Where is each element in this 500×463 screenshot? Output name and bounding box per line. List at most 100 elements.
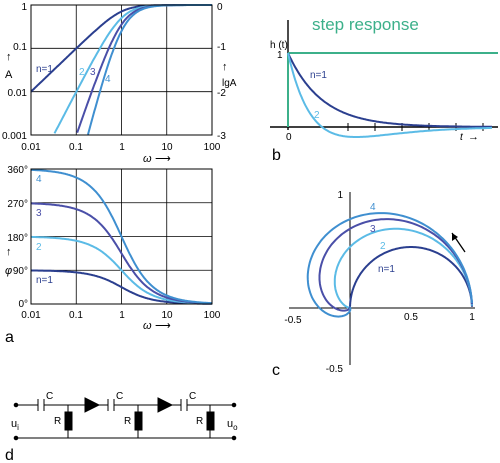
amp-right-tick: -3 <box>217 131 226 142</box>
phase-x-arrow: ⟶ <box>155 320 171 332</box>
resistor-label: R <box>124 416 131 427</box>
amp-right-tick: -1 <box>217 42 226 53</box>
panel-letter-b: b <box>272 147 281 164</box>
amplitude-plot: 0.01 0.1 1 10 100 1 0.1 0.01 0.001 0 -1 … <box>2 2 237 165</box>
amp-x-tick: 100 <box>204 142 221 153</box>
amp-right-label: lgA <box>222 78 237 89</box>
rc-circuit-labels: C C C R R R ui uo d <box>5 391 238 463</box>
amplitude-frame <box>30 4 213 136</box>
amp-right-tick: 0 <box>217 2 223 13</box>
phase-frame <box>30 168 213 305</box>
panel-letter-a: a <box>5 329 14 346</box>
nyquist-curve-label-4: 4 <box>370 202 376 213</box>
capacitor-2 <box>107 399 115 411</box>
step-x-tick: 0 <box>286 132 292 143</box>
nyquist-curve-2 <box>333 227 473 309</box>
step-title: step response <box>312 15 419 34</box>
step-curve-n1 <box>287 52 492 128</box>
phase-y-tick: 180° <box>7 233 28 244</box>
step-response-plot: step response h (t) 1 0 t → n=1 2 b <box>270 15 498 164</box>
capacitor-3 <box>180 399 188 411</box>
amp-curve-label-n1: n=1 <box>36 64 53 75</box>
phase-curve-n1 <box>31 269 212 305</box>
amp-x-tick: 0.1 <box>69 142 83 153</box>
phase-y-label: φ <box>5 265 12 277</box>
amp-curve-4 <box>87 4 212 135</box>
nyquist-tick-x-right: 1 <box>469 312 475 323</box>
step-curves <box>287 52 498 138</box>
step-y-label: h (t) <box>270 40 288 51</box>
phase-curve-label-2: 2 <box>36 242 42 253</box>
phase-x-tick: 0.1 <box>69 310 83 321</box>
amp-curve-label-2: 2 <box>79 67 85 78</box>
direction-arrow <box>451 232 466 253</box>
amp-x-tick: 10 <box>161 142 173 153</box>
buffer-amplifier-1 <box>84 397 101 413</box>
amplitude-grid <box>31 5 212 135</box>
capacitor-1 <box>37 399 45 411</box>
phase-curve-label-4: 4 <box>36 174 42 185</box>
step-t-arrow: → <box>468 131 479 143</box>
input-voltage-label: ui <box>11 418 19 432</box>
phase-y-tick: 90° <box>13 266 28 277</box>
capacitor-label: C <box>189 391 196 402</box>
phase-x-tick: 100 <box>204 310 221 321</box>
nyquist-tick-x-mid: 0.5 <box>404 312 418 323</box>
phase-y-arrow: ↑ <box>6 246 12 258</box>
phase-plot: 0.01 0.1 1 10 100 360° 270° 180° 90° 0° … <box>5 165 221 346</box>
amp-y-label: A <box>5 69 13 81</box>
nyquist-curve-label-2: 2 <box>380 241 386 252</box>
amp-x-arrow: ⟶ <box>155 153 171 165</box>
phase-x-tick: 1 <box>119 310 125 321</box>
resistor-1 <box>64 405 73 438</box>
output-voltage-label: uo <box>227 418 238 432</box>
nyquist-tick-x-left: -0.5 <box>284 315 302 326</box>
step-curve-2 <box>287 52 492 138</box>
capacitor-label: C <box>46 391 53 402</box>
nyquist-curve-label-n1: n=1 <box>378 264 395 275</box>
nyquist-plot: 1 -0.5 -0.5 0.5 1 4 3 2 n=1 c <box>272 190 475 379</box>
amp-x-label: ω <box>143 153 152 165</box>
amp-right-arrow: ↑ <box>222 61 228 73</box>
amp-x-tick: 1 <box>119 142 125 153</box>
nyquist-curve-4 <box>306 212 473 318</box>
resistor-label: R <box>196 416 203 427</box>
phase-x-tick: 10 <box>161 310 173 321</box>
phase-curves <box>31 168 213 305</box>
nyquist-curve-3 <box>318 218 473 312</box>
step-t-label: t <box>460 132 464 143</box>
phase-curve-label-n1: n=1 <box>36 275 53 286</box>
nyquist-tick-y-top: 1 <box>337 190 343 201</box>
amp-y-tick: 1 <box>21 2 27 13</box>
nyquist-tick-y-bottom: -0.5 <box>326 364 344 375</box>
amp-y-arrow: ↑ <box>6 51 12 63</box>
resistor-2 <box>134 405 143 438</box>
step-y-tick: 1 <box>277 50 283 61</box>
phase-curve-label-3: 3 <box>36 208 42 219</box>
resistor-3 <box>206 405 215 438</box>
buffer-amplifier-2 <box>157 397 174 413</box>
resistor-label: R <box>54 416 61 427</box>
amp-y-tick: 0.1 <box>13 42 27 53</box>
amp-x-tick: 0.01 <box>21 142 41 153</box>
amp-curve-3 <box>76 4 212 134</box>
step-curve-label-n1: n=1 <box>310 70 327 81</box>
amp-y-tick: 0.001 <box>2 131 27 142</box>
amp-curve-label-4: 4 <box>105 74 111 85</box>
amp-y-tick: 0.01 <box>8 88 28 99</box>
phase-x-label: ω <box>143 320 152 332</box>
nyquist-curve-label-3: 3 <box>370 224 376 235</box>
phase-y-tick: 360° <box>7 165 28 176</box>
panel-letter-d: d <box>5 447 14 463</box>
nyquist-curves <box>306 212 473 318</box>
phase-y-tick: 270° <box>7 199 28 210</box>
rc-circuit <box>13 397 237 441</box>
capacitor-label: C <box>116 391 123 402</box>
phase-x-tick: 0.01 <box>21 310 41 321</box>
amp-right-tick: -2 <box>217 88 226 99</box>
step-curve-label-2: 2 <box>314 110 320 121</box>
amp-curve-label-3: 3 <box>90 67 96 78</box>
phase-y-tick: 0° <box>18 299 28 310</box>
panel-letter-c: c <box>272 362 280 379</box>
